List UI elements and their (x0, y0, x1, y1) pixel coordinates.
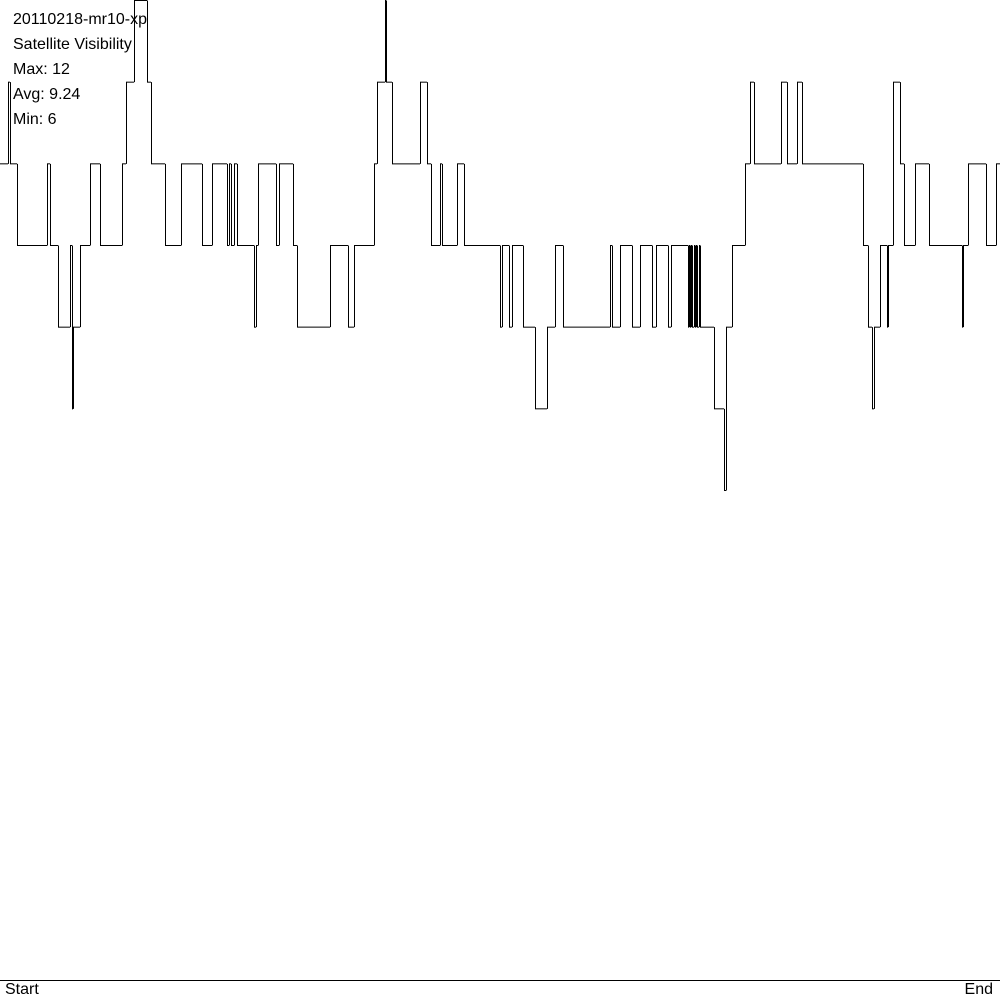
x-start-label: Start (5, 981, 39, 998)
stat-annotation: Min: 6 (13, 111, 57, 128)
x-end-label: End (965, 981, 993, 998)
stat-annotation: Max: 12 (13, 61, 70, 78)
chart-title: 20110218-mr10-xp (13, 11, 147, 28)
stat-annotation: Avg: 9.24 (13, 86, 80, 103)
chart-subtitle: Satellite Visibility (13, 36, 132, 53)
